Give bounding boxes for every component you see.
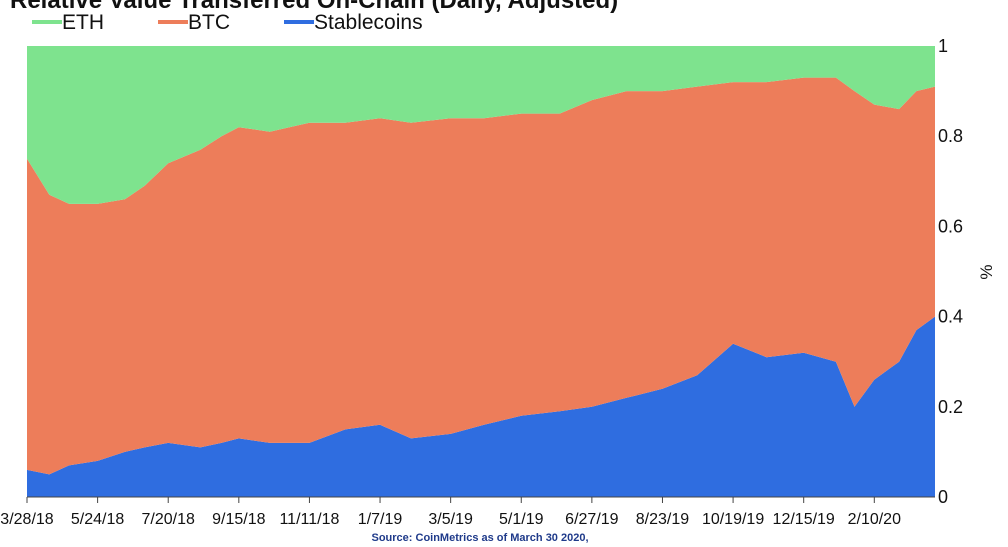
legend-swatch-btc xyxy=(158,20,188,24)
y-tick-label: 0.2 xyxy=(938,397,963,417)
y-tick-label: 0.6 xyxy=(938,216,963,236)
chart-title: Relative Value Transferred On-Chain (Dai… xyxy=(10,0,618,14)
y-axis-label: % xyxy=(977,264,996,279)
source-note: Source: CoinMetrics as of March 30 2020, xyxy=(371,532,588,544)
x-tick-label: 7/20/18 xyxy=(142,511,195,528)
x-tick-label: 2/10/20 xyxy=(848,511,901,528)
x-tick-label: 11/11/18 xyxy=(279,511,339,528)
legend-label-btc: BTC xyxy=(188,11,230,34)
y-tick-label: 0.4 xyxy=(938,307,963,327)
x-tick-label: 5/1/19 xyxy=(499,511,544,528)
legend-label-eth: ETH xyxy=(62,11,104,34)
area-series-eth xyxy=(27,46,935,204)
y-tick-label: 1 xyxy=(938,36,948,56)
x-tick-label: 12/15/19 xyxy=(773,511,835,528)
legend-label-stablecoins: Stablecoins xyxy=(314,11,423,34)
x-tick-label: 5/24/18 xyxy=(71,511,124,528)
x-tick-label: 3/5/19 xyxy=(428,511,473,528)
x-tick-label: 1/7/19 xyxy=(358,511,403,528)
plot-area xyxy=(27,46,935,497)
x-tick-label: 9/15/18 xyxy=(212,511,265,528)
area-series-stablecoins xyxy=(27,316,935,497)
y-axis: 0 0.2 0.4 0.6 0.8 1 xyxy=(938,36,963,507)
y-tick-label: 0.8 xyxy=(938,126,963,146)
x-tick-label: 10/19/19 xyxy=(702,511,764,528)
legend-swatch-stablecoins xyxy=(284,20,314,24)
y-tick-label: 0 xyxy=(938,487,948,507)
x-tick-label: 8/23/19 xyxy=(636,511,689,528)
legend: ETH BTC Stablecoins xyxy=(32,11,423,34)
legend-swatch-eth xyxy=(32,20,62,24)
x-tick-label: 3/28/18 xyxy=(0,511,53,528)
area-series-btc xyxy=(27,77,935,475)
x-axis: 3/28/18 5/24/18 7/20/18 9/15/18 11/11/18 1/7/… xyxy=(0,496,935,528)
x-tick-label: 6/27/19 xyxy=(565,511,618,528)
